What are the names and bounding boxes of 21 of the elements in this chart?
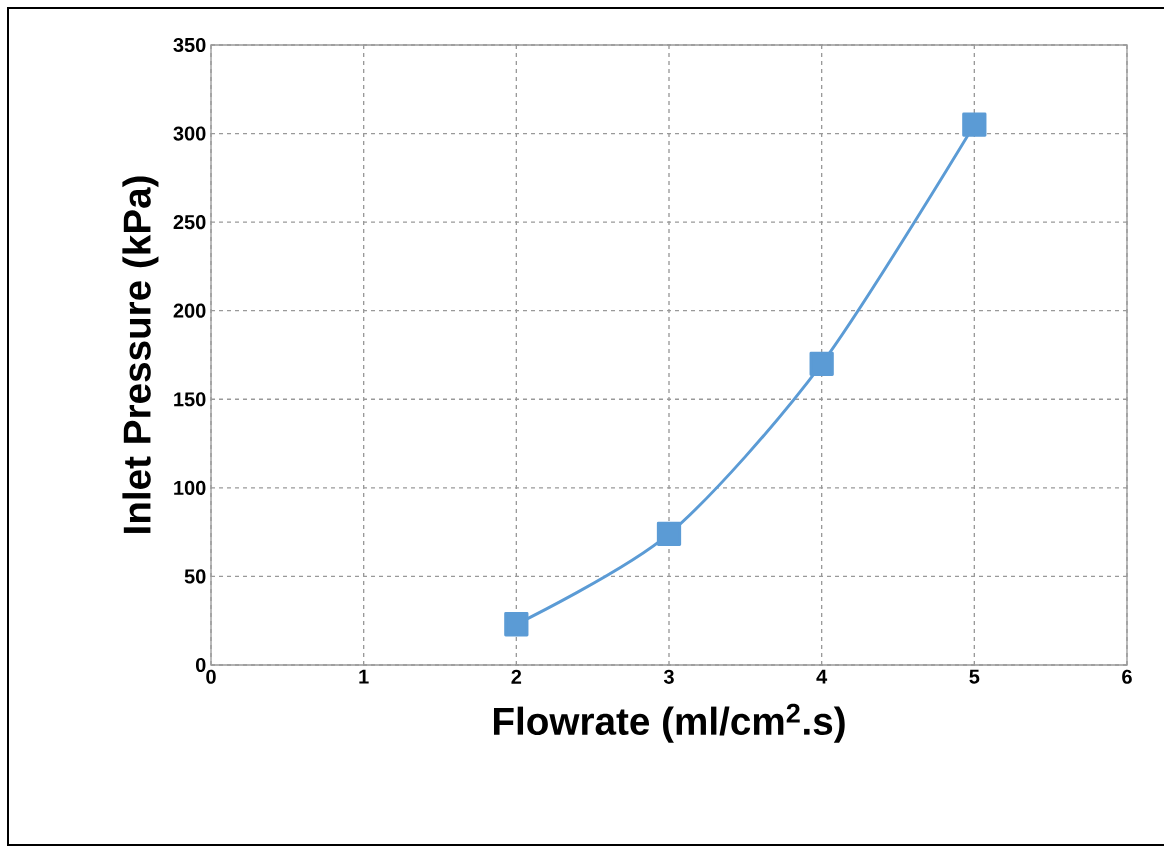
y-axis-title: Inlet Pressure (kPa) bbox=[122, 176, 159, 533]
x-tick-label: 1 bbox=[359, 669, 369, 684]
point bbox=[504, 612, 529, 637]
y-tick-label: 50 bbox=[184, 569, 206, 584]
x-tick-label: 2 bbox=[511, 669, 522, 684]
y-tick-label: 350 bbox=[173, 37, 206, 53]
y-tick-label: 200 bbox=[173, 303, 206, 318]
x-tick-label: 4 bbox=[816, 669, 828, 684]
x-tick-label: 5 bbox=[969, 669, 980, 684]
y-tick-label: 250 bbox=[173, 215, 206, 230]
point bbox=[809, 351, 834, 376]
x-axis-title: Flowrate (ml/cm$^{2}$.s) bbox=[493, 703, 845, 743]
point bbox=[656, 521, 682, 547]
x-tick-label: 6 bbox=[1122, 669, 1132, 684]
x-tick-label: 3 bbox=[663, 669, 674, 684]
x-tick-label: 0 bbox=[206, 669, 216, 684]
y-tick-label: 150 bbox=[174, 392, 206, 407]
point bbox=[962, 112, 987, 137]
y-tick-label: 0 bbox=[195, 657, 206, 673]
y-tick-label: 300 bbox=[173, 126, 206, 141]
y-tick-label: 100 bbox=[174, 480, 206, 495]
